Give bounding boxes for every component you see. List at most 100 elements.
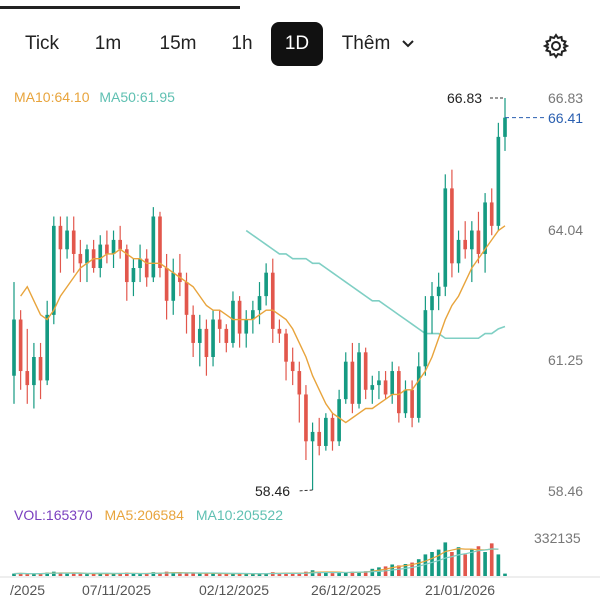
- volume-bar: [58, 573, 63, 576]
- gear-icon[interactable]: [543, 33, 569, 59]
- volume-bar: [397, 565, 401, 576]
- volume-bar: [118, 573, 122, 576]
- volume-bar: [18, 573, 23, 576]
- candle-body: [131, 268, 136, 283]
- date-axis-label: 02/12/2025: [199, 582, 270, 598]
- volume-bar: [98, 573, 103, 576]
- candle-body: [377, 380, 381, 386]
- volume-bar: [370, 568, 375, 576]
- volume-bar: [423, 554, 428, 576]
- volume-legend: VOL:165370 MA5:206584 MA10:205522: [14, 507, 283, 523]
- volume-bar: [343, 572, 348, 576]
- candle-body: [476, 230, 481, 254]
- volume-bar: [363, 571, 368, 576]
- candle-body: [158, 216, 162, 269]
- date-axis-label: 07/11/2025: [82, 582, 152, 598]
- candle-body: [138, 258, 142, 269]
- candle-body: [489, 202, 494, 226]
- tab-more[interactable]: Thêm: [341, 33, 391, 54]
- volume-bar: [317, 572, 322, 576]
- candle-body: [244, 319, 249, 334]
- candle-body: [32, 356, 36, 386]
- volume-bar: [85, 574, 89, 576]
- tab-1m[interactable]: 1m: [94, 33, 122, 54]
- price-axis-label: 66.83: [548, 90, 584, 106]
- volume-bar: [217, 574, 222, 576]
- volume-bar: [436, 549, 441, 576]
- ma50-line: [245, 229, 506, 340]
- volume-bar: [350, 571, 355, 576]
- volume-bar: [178, 573, 182, 576]
- volume-bar: [450, 552, 454, 576]
- volume-bar: [290, 573, 295, 576]
- volume-bar: [443, 542, 448, 576]
- volume-bar: [111, 573, 116, 576]
- candle-body: [191, 314, 195, 343]
- tab-tick[interactable]: Tick: [24, 33, 60, 54]
- volume-bar: [12, 573, 16, 576]
- high-price-label: 66.83: [447, 90, 483, 106]
- volume-bar: [105, 573, 109, 576]
- ma50-legend: MA50:61.95: [99, 89, 175, 105]
- volume-bar: [264, 573, 268, 576]
- volume-bar: [91, 573, 96, 576]
- candle-body: [370, 385, 375, 390]
- candle-body: [98, 244, 103, 269]
- candle-body: [463, 239, 468, 250]
- candle-body: [443, 188, 448, 287]
- volume-bar: [131, 573, 136, 576]
- candle-body: [65, 230, 69, 250]
- candle-body: [18, 319, 23, 372]
- candle-body: [51, 225, 56, 315]
- candle-body: [304, 394, 308, 442]
- candle-body: [423, 310, 428, 367]
- volume-bar: [337, 572, 341, 576]
- tab-1h[interactable]: 1h: [231, 33, 253, 54]
- candle-body: [144, 258, 149, 278]
- volume-bar: [184, 573, 189, 576]
- candle-body: [330, 417, 335, 442]
- volume-bar: [65, 573, 69, 576]
- volume-bar: [403, 564, 408, 576]
- volume-bar: [416, 559, 421, 576]
- volume-bar: [204, 573, 209, 576]
- price-axis-label: 61.25: [548, 352, 584, 368]
- candle-body: [363, 352, 368, 390]
- volume-bar: [304, 571, 308, 576]
- date-axis-label: 26/12/2025: [311, 582, 382, 598]
- tab-15m[interactable]: 15m: [159, 33, 197, 54]
- candle-body: [231, 300, 235, 343]
- top-divider: [0, 6, 240, 9]
- date-axis-label: /2025: [10, 582, 46, 598]
- volume-bar: [231, 573, 235, 576]
- candle-body: [430, 296, 434, 311]
- volume-bar: [197, 573, 202, 576]
- candle-body: [317, 431, 322, 446]
- volume-bar: [257, 573, 262, 576]
- candle-body: [290, 361, 295, 372]
- candle-body: [337, 399, 341, 442]
- volume-bar: [284, 573, 288, 576]
- volume-bar: [476, 546, 481, 576]
- volume-bar: [138, 574, 142, 576]
- candle-body: [184, 282, 189, 315]
- candle-body: [105, 244, 109, 254]
- ma10-vol-legend: MA10:205522: [195, 507, 283, 523]
- volume-bar: [32, 573, 36, 576]
- candle-body: [111, 239, 116, 254]
- chevron-down-icon[interactable]: [400, 37, 416, 51]
- volume-bar: [297, 573, 302, 576]
- ma10-line: [20, 225, 506, 424]
- volume-bar: [45, 572, 50, 576]
- candle-body: [204, 328, 209, 357]
- candle-body: [164, 268, 169, 301]
- candle-body: [12, 319, 16, 376]
- candle-body: [264, 272, 268, 297]
- volume-ma10-line: [13, 548, 499, 575]
- volume-bar: [151, 572, 156, 576]
- volume-bar: [483, 552, 487, 576]
- tab-1d[interactable]: 1D: [271, 22, 323, 66]
- volume-bar: [38, 573, 43, 576]
- candle-body: [124, 249, 129, 283]
